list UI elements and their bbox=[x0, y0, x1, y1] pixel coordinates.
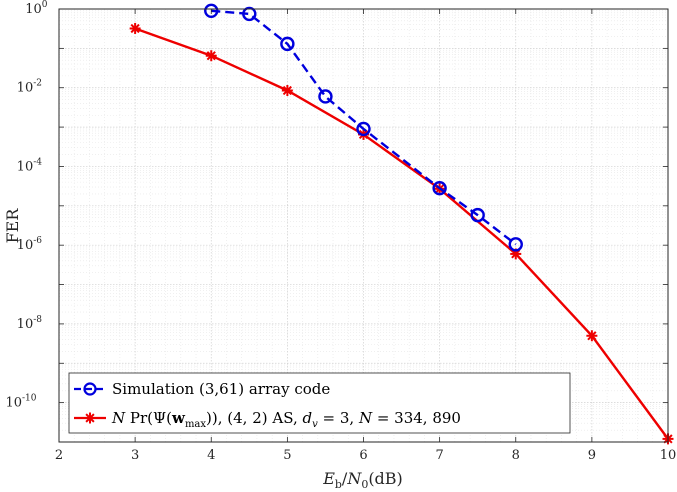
series-layer bbox=[129, 3, 674, 445]
data-point-analytic bbox=[205, 50, 217, 62]
data-point-simulation bbox=[432, 181, 447, 196]
legend: Simulation (3,61) array code N Pr(Ψ(wmax… bbox=[68, 372, 571, 434]
data-point-analytic bbox=[586, 330, 598, 342]
x-tick-label: 7 bbox=[435, 448, 443, 463]
x-tick-label: 2 bbox=[55, 448, 63, 463]
data-point-simulation bbox=[242, 6, 257, 22]
legend-star-shape bbox=[84, 412, 96, 424]
y-tick-label: 10-4 bbox=[17, 157, 43, 174]
y-axis-label: FER bbox=[3, 208, 22, 244]
x-tick-label: 5 bbox=[283, 448, 291, 463]
data-point-analytic bbox=[129, 22, 141, 34]
legend-box bbox=[68, 372, 571, 434]
legend-label-analytic: N Pr(Ψ(wmax)), (4, 2) AS, dv = 3, N = 33… bbox=[111, 409, 461, 430]
x-tick-label: 6 bbox=[359, 448, 367, 463]
y-tick-label: 10-6 bbox=[17, 236, 43, 253]
legend-entry-simulation: Simulation (3,61) array code bbox=[74, 380, 330, 398]
y-tick-label: 100 bbox=[25, 0, 48, 17]
data-point-analytic bbox=[281, 85, 293, 97]
x-tick-label: 3 bbox=[131, 448, 139, 463]
series-line-simulation bbox=[211, 9, 517, 246]
data-point-simulation bbox=[508, 237, 523, 252]
x-tick-label: 4 bbox=[207, 448, 215, 463]
data-point-simulation bbox=[356, 121, 371, 137]
y-tick-label: 10-10 bbox=[5, 394, 36, 411]
legend-entry-analytic: N Pr(Ψ(wmax)), (4, 2) AS, dv = 3, N = 33… bbox=[74, 409, 461, 430]
y-tick-label: 10-8 bbox=[17, 315, 43, 332]
x-tick-label: 9 bbox=[588, 448, 596, 463]
data-point-simulation bbox=[318, 89, 333, 104]
legend-label-simulation: Simulation (3,61) array code bbox=[112, 380, 330, 398]
data-point-simulation bbox=[204, 3, 219, 19]
tick-marks bbox=[58, 8, 669, 443]
y-tick-labels: 100 10-2 10-4 10-6 10-8 10-10 bbox=[5, 0, 47, 411]
y-tick-label: 10-2 bbox=[17, 79, 42, 96]
series-line-analytic bbox=[134, 27, 669, 440]
x-tick-label: 10 bbox=[660, 448, 677, 463]
data-point-simulation bbox=[280, 36, 295, 52]
x-tick-labels: 2 3 4 5 6 7 8 9 10 bbox=[55, 448, 676, 463]
data-point-simulation bbox=[470, 207, 485, 223]
legend-asterisk-marker bbox=[84, 412, 96, 424]
legend-circle-marker bbox=[83, 382, 97, 396]
x-tick-label: 8 bbox=[512, 448, 520, 463]
x-axis-label: Eb/N0(dB) bbox=[322, 469, 403, 491]
